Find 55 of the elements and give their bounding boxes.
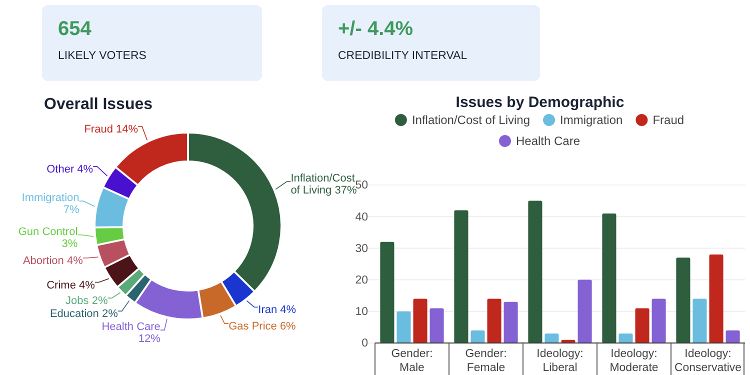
bar <box>726 330 740 343</box>
legend-label: Health Care <box>516 134 580 148</box>
bar <box>578 280 592 343</box>
text: 654 <box>58 18 92 40</box>
x-tick-label: Ideology: Moderate <box>610 348 658 374</box>
slice-label: Other 4% <box>46 164 94 176</box>
slice-label: Crime 4% <box>46 279 96 292</box>
slice-label: Fraud 14% <box>84 123 138 136</box>
slice-label: Education 2% <box>50 308 118 320</box>
bar <box>487 298 502 343</box>
text: +/- 4.4% <box>338 18 414 40</box>
y-tick-label: 0 <box>362 338 368 350</box>
bar <box>528 200 542 343</box>
bar <box>380 242 394 343</box>
slice-label: Gas Price 6% <box>228 320 296 333</box>
slice-label: Inflation/Cost of Living 37% <box>290 172 357 197</box>
y-tick-label: 40 <box>355 211 368 224</box>
text: CREDIBILITY INTERVAL <box>338 50 468 62</box>
legend-label: Immigration <box>560 113 623 127</box>
data-label: 12% <box>138 333 161 346</box>
legend-label: Fraud <box>652 113 684 127</box>
y-tick-label: 10 <box>355 306 368 318</box>
bar <box>676 258 690 343</box>
x-tick-label: Ideology: Liberal <box>536 348 584 374</box>
chart-title: Overall Issues <box>44 96 153 113</box>
bar <box>652 298 666 343</box>
bar <box>544 334 559 343</box>
text: LIKELY VOTERS <box>58 50 147 62</box>
y-tick-label: 30 <box>355 242 368 255</box>
bar <box>504 302 518 343</box>
x-tick-label: Gender: Male <box>391 348 433 374</box>
bar <box>602 213 616 343</box>
slice-label: Abortion 4% <box>22 254 84 267</box>
bar <box>692 298 707 343</box>
legend-label: Inflation/Cost of Living <box>412 113 530 127</box>
slice-label: Jobs 2% <box>66 295 108 308</box>
bar <box>470 330 485 343</box>
x-tick-label: Ideology: Conservative <box>674 348 742 374</box>
y-tick-label: 50 <box>355 180 368 192</box>
bar <box>635 308 650 343</box>
slice-label: Iran 4% <box>258 304 296 316</box>
slice-label: Immigration <box>22 192 80 204</box>
bar <box>454 210 468 343</box>
bar <box>413 298 428 343</box>
data-label: 7% <box>63 204 80 216</box>
bar <box>709 254 724 343</box>
y-tick-label: 20 <box>355 274 368 286</box>
slice-label: Health Care <box>102 321 160 334</box>
bar <box>430 308 444 343</box>
bar <box>396 311 411 343</box>
slice-label: Gun Control <box>18 226 78 238</box>
x-tick-label: Gender: Female <box>465 348 507 374</box>
bar <box>618 334 633 343</box>
chart-title: Issues by Demographic <box>456 94 624 111</box>
data-label: 3% <box>62 238 78 250</box>
